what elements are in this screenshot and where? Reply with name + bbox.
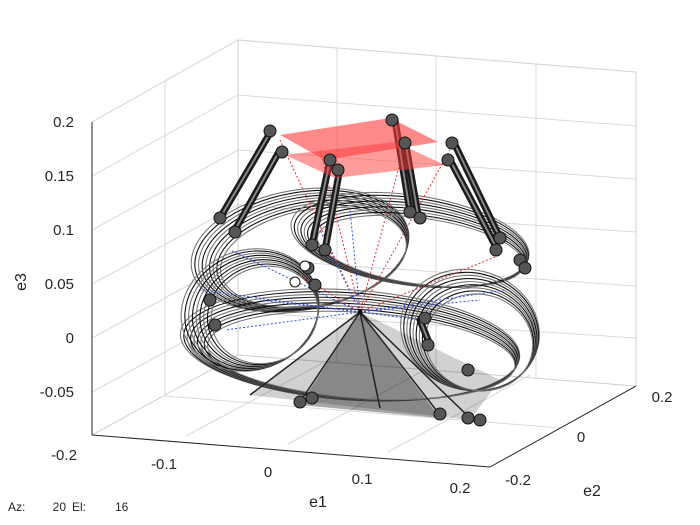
joint-marker [489,243,503,257]
leg-link-highlight [234,149,281,231]
x-tick: 0 [264,464,272,481]
joint-marker [208,318,222,332]
joint-marker [445,136,459,150]
joint-marker [518,261,532,275]
blue-ray [349,209,361,313]
joint-marker [413,211,427,225]
joint-marker [323,153,337,167]
platform-lower [285,142,445,178]
x-tick: -0.1 [151,456,177,473]
el-value: 16 [115,500,129,514]
joint-marker [203,293,217,307]
az-label: Az: [8,500,25,514]
leg-link-highlight [219,132,271,219]
red-ray [359,149,451,313]
joint-marker [275,145,289,159]
joint-marker [398,136,412,150]
blue-ray [259,299,361,313]
x-tick: 0.2 [450,480,471,497]
y-axis-ticks: -0.2 0 0.2 [505,389,672,489]
platform-top [280,118,438,160]
blue-ray [199,289,361,313]
base-ray [249,311,361,396]
z-tick: 0.05 [45,276,74,293]
joint-marker [461,411,475,425]
joint-marker [318,243,332,257]
blue-ray [359,289,506,313]
y-tick: 0 [577,429,585,446]
el-label: El: [72,500,86,514]
joint-marker [493,231,507,245]
parallel-robot-trajectories [179,113,540,427]
z-tick: 0.1 [53,222,74,239]
az-value: 20 [53,500,67,514]
axis-lines [91,122,637,468]
trajectory-shadow [300,312,440,418]
z-tick: -0.05 [40,384,74,401]
base-ray [359,311,381,409]
base-ray [299,311,361,403]
red-ray [359,254,501,313]
base-ray [359,311,441,416]
y-tick: -0.2 [505,472,531,489]
x-tick: -0.2 [51,447,77,464]
joint-marker [421,338,435,352]
joint-marker [228,225,242,239]
z-axis-label: e3 [13,273,30,291]
z-axis-ticks: 0.2 0.15 0.1 0.05 0 -0.05 [40,114,74,401]
view-readout: Az: 20 El: 16 [8,500,129,514]
joint-marker-open [299,260,311,272]
joint-marker-open [289,276,301,288]
x-axis-label: e1 [309,494,327,511]
joint-marker [403,205,417,219]
joint-marker [305,391,319,405]
blue-ray [359,299,481,313]
joint-marker [263,124,277,138]
joint-marker [305,238,319,252]
z-tick: 0.15 [45,168,74,185]
joint-marker [418,311,432,325]
leg-link-highlight [454,144,501,239]
x-tick: 0.1 [352,471,373,488]
z-tick: 0.2 [53,114,74,131]
blue-ray [224,311,361,331]
leg-link-highlight [449,159,496,246]
y-axis-label: e2 [583,483,601,500]
joint-marker [308,278,322,292]
y-tick: 0.2 [652,389,673,406]
joint-marker [473,413,487,427]
leg-link-highlight [324,167,341,251]
trajectory-curve [210,265,319,365]
z-tick: 0 [66,330,74,347]
joint-marker [213,211,227,225]
red-ray [359,144,406,313]
joint-marker [331,163,345,177]
joint-marker [385,113,399,127]
joint-marker [293,395,307,409]
joint-marker [433,407,447,421]
base-ray [359,311,471,419]
center-hub [357,309,363,315]
joint-marker [461,363,475,377]
joint-marker [441,153,455,167]
x-axis-ticks: -0.2 -0.1 0 0.1 0.2 [51,447,470,497]
